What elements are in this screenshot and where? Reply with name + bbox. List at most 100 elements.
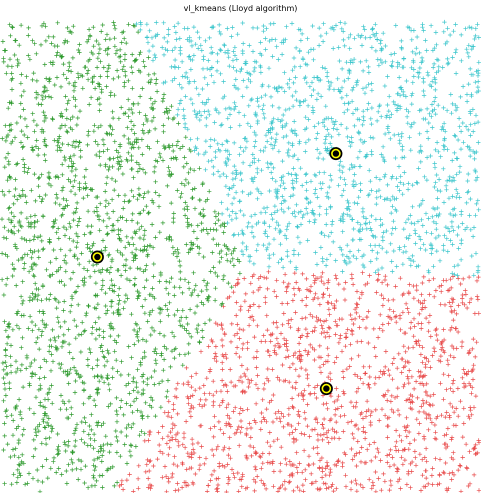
- data-point-cluster-3: [320, 326, 325, 331]
- data-point-cluster-1: [179, 315, 184, 320]
- data-point-cluster-1: [42, 113, 47, 118]
- data-point-cluster-2: [318, 94, 324, 99]
- data-point-cluster-1: [58, 148, 64, 153]
- data-point-cluster-1: [101, 380, 107, 385]
- data-point-cluster-3: [354, 481, 359, 487]
- data-point-cluster-3: [406, 310, 411, 315]
- data-point-cluster-1: [12, 242, 18, 247]
- data-point-cluster-1: [138, 409, 144, 415]
- data-point-cluster-3: [383, 392, 388, 397]
- data-point-cluster-3: [315, 432, 320, 437]
- data-point-cluster-2: [320, 256, 325, 261]
- data-point-cluster-1: [130, 142, 135, 147]
- data-point-cluster-3: [420, 398, 426, 403]
- data-point-cluster-3: [432, 436, 438, 441]
- data-point-cluster-3: [318, 432, 323, 438]
- data-point-cluster-3: [136, 463, 141, 468]
- data-point-cluster-2: [353, 182, 359, 187]
- data-point-cluster-1: [41, 109, 46, 115]
- data-point-cluster-2: [468, 133, 473, 138]
- data-point-cluster-2: [273, 137, 279, 142]
- data-point-cluster-3: [368, 413, 373, 418]
- data-point-cluster-3: [226, 402, 231, 407]
- data-point-cluster-3: [220, 360, 225, 365]
- data-point-cluster-3: [203, 397, 209, 403]
- data-point-cluster-2: [453, 212, 458, 218]
- data-point-cluster-1: [66, 81, 72, 86]
- data-point-cluster-3: [270, 461, 275, 466]
- data-point-cluster-3: [321, 330, 327, 335]
- data-point-cluster-1: [114, 148, 119, 153]
- data-point-cluster-2: [412, 221, 417, 226]
- data-point-cluster-2: [357, 164, 363, 169]
- data-point-cluster-1: [141, 269, 146, 274]
- data-point-cluster-1: [201, 214, 206, 219]
- data-point-cluster-2: [433, 30, 439, 35]
- data-point-cluster-2: [281, 40, 286, 45]
- data-point-cluster-1: [106, 350, 111, 356]
- data-point-cluster-1: [107, 387, 112, 392]
- data-point-cluster-2: [274, 131, 279, 137]
- data-point-cluster-1: [83, 64, 88, 70]
- data-point-cluster-3: [453, 423, 459, 428]
- data-point-cluster-2: [278, 119, 283, 124]
- data-point-cluster-1: [92, 123, 97, 128]
- data-point-cluster-2: [439, 127, 444, 132]
- data-point-cluster-3: [393, 428, 399, 433]
- data-point-cluster-1: [68, 69, 74, 74]
- data-point-cluster-3: [304, 334, 310, 339]
- data-point-cluster-1: [37, 346, 42, 352]
- data-point-cluster-3: [438, 302, 443, 307]
- data-point-cluster-1: [160, 220, 166, 226]
- data-point-cluster-3: [424, 415, 429, 421]
- data-point-cluster-3: [277, 344, 283, 349]
- data-point-cluster-2: [340, 269, 345, 274]
- data-point-cluster-3: [354, 289, 360, 294]
- data-point-cluster-3: [303, 367, 309, 373]
- data-point-cluster-2: [241, 232, 246, 237]
- data-point-cluster-3: [367, 364, 372, 369]
- data-point-cluster-3: [426, 412, 432, 417]
- data-point-cluster-1: [226, 247, 232, 252]
- data-point-cluster-3: [262, 381, 267, 386]
- data-point-cluster-1: [97, 46, 103, 52]
- data-point-cluster-1: [171, 251, 176, 256]
- data-point-cluster-2: [295, 157, 301, 162]
- data-point-cluster-2: [154, 20, 159, 25]
- data-point-cluster-1: [20, 192, 26, 198]
- data-point-cluster-3: [208, 426, 213, 431]
- data-point-cluster-1: [4, 364, 9, 369]
- data-point-cluster-3: [146, 485, 151, 490]
- data-point-cluster-1: [20, 432, 25, 438]
- data-point-cluster-3: [267, 430, 272, 435]
- data-point-cluster-3: [303, 326, 309, 332]
- data-point-cluster-3: [411, 334, 416, 339]
- data-point-cluster-1: [56, 466, 61, 471]
- data-point-cluster-1: [144, 116, 149, 122]
- data-point-cluster-1: [4, 134, 9, 140]
- data-point-cluster-1: [51, 34, 56, 40]
- data-point-cluster-2: [294, 97, 299, 103]
- data-point-cluster-2: [410, 182, 415, 188]
- data-point-cluster-1: [101, 442, 106, 448]
- data-point-cluster-3: [446, 373, 451, 378]
- data-point-cluster-2: [410, 204, 415, 209]
- data-point-cluster-1: [108, 299, 114, 304]
- data-point-cluster-1: [152, 126, 158, 132]
- data-point-cluster-3: [279, 445, 284, 450]
- data-point-cluster-1: [85, 223, 90, 229]
- data-point-cluster-3: [450, 470, 455, 475]
- data-point-cluster-1: [142, 228, 147, 233]
- data-point-cluster-1: [166, 143, 171, 149]
- data-point-cluster-3: [317, 302, 323, 307]
- data-point-cluster-1: [122, 199, 127, 204]
- data-point-cluster-1: [231, 248, 236, 254]
- data-point-cluster-1: [147, 312, 152, 317]
- data-point-cluster-3: [388, 399, 394, 404]
- data-point-cluster-3: [427, 313, 433, 318]
- data-point-cluster-3: [181, 381, 186, 387]
- data-point-cluster-3: [448, 277, 453, 282]
- data-point-cluster-1: [17, 218, 22, 224]
- data-point-cluster-2: [347, 259, 353, 265]
- data-point-cluster-1: [92, 467, 97, 473]
